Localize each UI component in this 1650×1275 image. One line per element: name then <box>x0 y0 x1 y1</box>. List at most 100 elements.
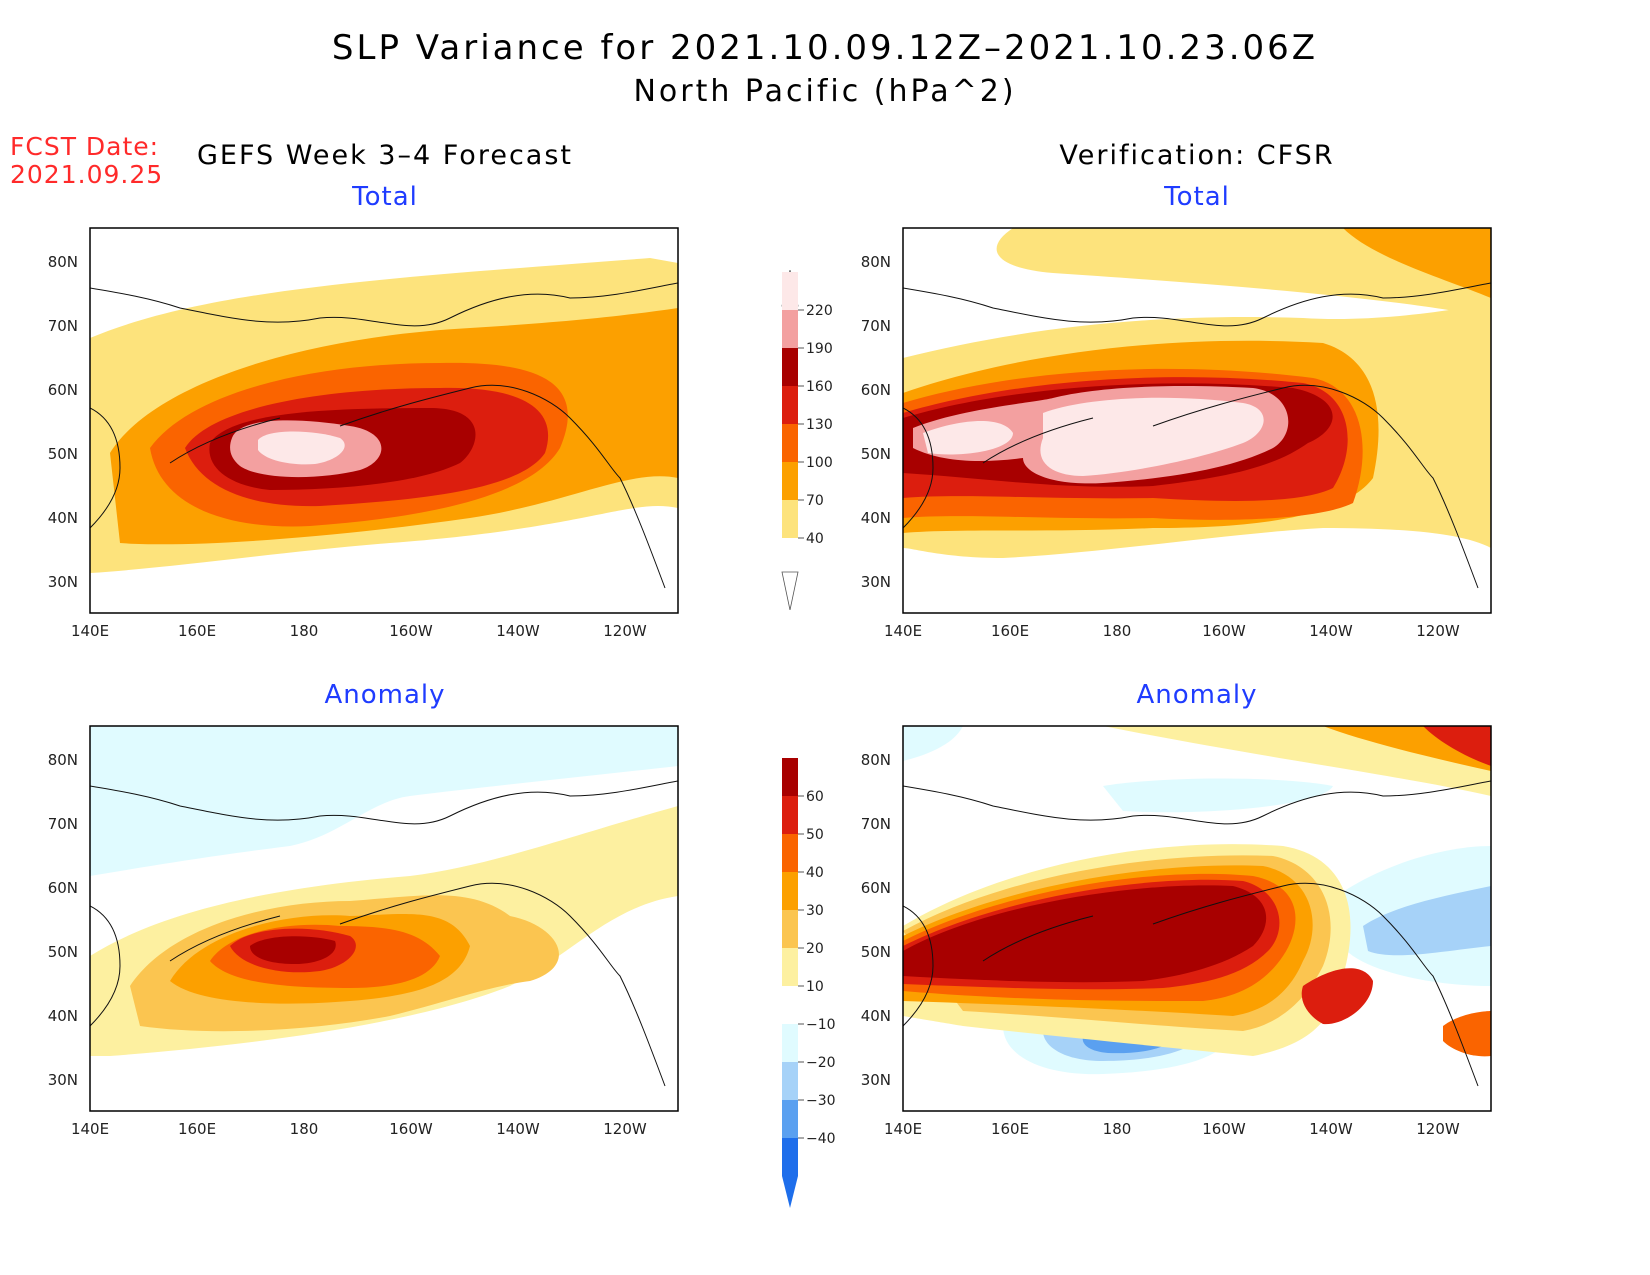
contour-50-north <box>1423 726 1491 766</box>
lon-label-120w: 120W <box>1416 1120 1460 1138</box>
colorbar-swatch <box>782 758 798 796</box>
lat-label-80n: 80N <box>861 751 891 769</box>
lat-axis: 80N 70N 60N 50N 40N 30N <box>48 751 78 1089</box>
verification-total-map: 80N 70N 60N 50N 40N 30N 140E 160E 180 16… <box>861 227 1492 640</box>
forecast-anomaly-title: Anomaly <box>324 680 446 710</box>
lat-label-50n: 50N <box>861 943 891 961</box>
lat-label-60n: 60N <box>48 381 78 399</box>
colorbar-swatch <box>782 948 798 986</box>
lon-label-140e: 140E <box>71 1120 109 1138</box>
lon-label-140w: 140W <box>496 1120 540 1138</box>
lon-label-160w: 160W <box>1202 622 1246 640</box>
contour-220 <box>258 431 345 465</box>
colorbar-label: 100 <box>806 455 833 471</box>
colorbar-label: 190 <box>806 341 833 357</box>
main-title: SLP Variance for 2021.10.09.12Z–2021.10.… <box>331 28 1319 68</box>
lat-label-80n: 80N <box>861 253 891 271</box>
lon-label-180: 180 <box>1103 622 1132 640</box>
colorbar-label: −40 <box>806 1131 836 1147</box>
lat-label-70n: 70N <box>48 815 78 833</box>
lon-label-160e: 160E <box>991 622 1029 640</box>
lon-label-140e: 140E <box>884 1120 922 1138</box>
lat-label-40n: 40N <box>48 1007 78 1025</box>
lat-label-70n: 70N <box>48 317 78 335</box>
lon-label-160w: 160W <box>389 622 433 640</box>
lat-axis: 80N 70N 60N 50N 40N 30N <box>861 253 891 591</box>
forecast-total-map: 80N 70N 60N 50N 40N 30N 140E 160E 180 16… <box>48 227 679 640</box>
lat-axis: 80N 70N 60N 50N 40N 30N <box>861 751 891 1089</box>
colorbar-swatch <box>782 310 798 348</box>
forecast-total-title: Total <box>352 182 418 212</box>
colorbar-swatch <box>782 348 798 386</box>
fcst-date-value: 2021.09.25 <box>10 160 164 189</box>
colorbar-swatch <box>782 834 798 872</box>
lon-label-160w: 160W <box>1202 1120 1246 1138</box>
lat-label-80n: 80N <box>48 751 78 769</box>
lon-label-160e: 160E <box>178 1120 216 1138</box>
lon-label-140w: 140W <box>496 622 540 640</box>
colorbar-label: −30 <box>806 1093 836 1109</box>
fcst-date-label: FCST Date: <box>10 132 160 161</box>
lat-label-50n: 50N <box>48 943 78 961</box>
lat-label-60n: 60N <box>861 879 891 897</box>
colorbar-label: −10 <box>806 1017 836 1033</box>
colorbar-label: −20 <box>806 1055 836 1071</box>
lon-label-120w: 120W <box>603 622 647 640</box>
lat-label-50n: 50N <box>48 445 78 463</box>
lat-label-50n: 50N <box>861 445 891 463</box>
colorbar-swatch <box>782 1024 798 1062</box>
lat-label-40n: 40N <box>48 509 78 527</box>
colorbar-label: 70 <box>806 493 824 509</box>
colorbar-swatch <box>782 872 798 910</box>
lat-label-80n: 80N <box>48 253 78 271</box>
colorbar-label: 60 <box>806 789 824 805</box>
contour-60 <box>903 885 1267 983</box>
colorbar-swatch <box>782 386 798 424</box>
coastline <box>903 780 1491 1087</box>
coastline <box>90 780 678 1087</box>
colorbar-label: 30 <box>806 903 824 919</box>
colorbar-label: 40 <box>806 865 824 881</box>
contour-50-east <box>1301 968 1373 1025</box>
lat-label-30n: 30N <box>861 573 891 591</box>
colorbar-swatch <box>782 1138 798 1176</box>
lon-label-140e: 140E <box>71 622 109 640</box>
contour-neg10-nw <box>903 726 963 761</box>
forecast-anomaly-map: 80N 70N 60N 50N 40N 30N 140E 160E 180 16… <box>48 725 679 1138</box>
colorbar-swatch <box>782 910 798 948</box>
contour-70-north <box>1343 228 1491 298</box>
colorbar-label: 40 <box>806 531 824 547</box>
lat-label-30n: 30N <box>48 1071 78 1089</box>
colorbar-total: 220 190 160 130 100 70 40 <box>781 270 833 610</box>
colorbar-label: 160 <box>806 379 833 395</box>
lon-axis: 140E 160E 180 160W 140W 120W <box>884 622 1460 640</box>
lat-label-70n: 70N <box>861 317 891 335</box>
colorbar-swatch <box>782 462 798 500</box>
colorbar-label: 20 <box>806 941 824 957</box>
lat-label-60n: 60N <box>48 879 78 897</box>
coastline <box>90 282 678 589</box>
lat-label-40n: 40N <box>861 509 891 527</box>
colorbar-swatch <box>782 1100 798 1138</box>
lon-label-120w: 120W <box>603 1120 647 1138</box>
contour-60 <box>250 936 336 964</box>
lon-label-140w: 140W <box>1309 622 1353 640</box>
lon-label-120w: 120W <box>1416 622 1460 640</box>
verification-total-title: Total <box>1164 182 1230 212</box>
colorbar-label: 130 <box>806 417 833 433</box>
colorbar-label: 50 <box>806 827 824 843</box>
colorbar-swatch <box>782 796 798 834</box>
lat-label-30n: 30N <box>861 1071 891 1089</box>
lon-axis: 140E 160E 180 160W 140W 120W <box>71 622 647 640</box>
verification-anomaly-title: Anomaly <box>1136 680 1258 710</box>
contour-neg10 <box>90 726 678 876</box>
coastline <box>903 282 1491 589</box>
lon-label-160w: 160W <box>389 1120 433 1138</box>
lat-label-70n: 70N <box>861 815 891 833</box>
main-subtitle: North Pacific (hPa^2) <box>633 74 1017 109</box>
lon-label-160e: 160E <box>991 1120 1029 1138</box>
colorbar-label: 10 <box>806 979 824 995</box>
verification-anomaly-map: 80N 70N 60N 50N 40N 30N 140E 160E 180 16… <box>861 725 1492 1138</box>
lon-axis: 140E 160E 180 160W 140W 120W <box>884 1120 1460 1138</box>
colorbar-swatch <box>782 272 798 310</box>
